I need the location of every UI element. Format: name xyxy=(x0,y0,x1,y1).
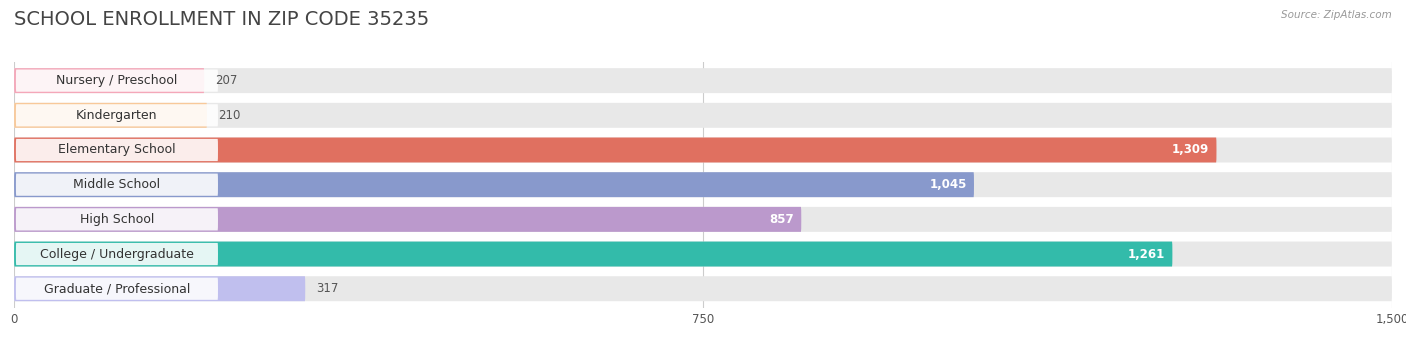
Text: Middle School: Middle School xyxy=(73,178,160,191)
Text: College / Undergraduate: College / Undergraduate xyxy=(39,248,194,261)
Text: High School: High School xyxy=(80,213,155,226)
FancyBboxPatch shape xyxy=(14,172,974,197)
FancyBboxPatch shape xyxy=(14,68,204,93)
FancyBboxPatch shape xyxy=(14,137,1392,162)
FancyBboxPatch shape xyxy=(14,207,1392,232)
Text: Elementary School: Elementary School xyxy=(58,144,176,157)
Text: 1,309: 1,309 xyxy=(1171,144,1209,157)
FancyBboxPatch shape xyxy=(15,278,218,300)
FancyBboxPatch shape xyxy=(14,68,1392,93)
Text: Kindergarten: Kindergarten xyxy=(76,109,157,122)
Text: 210: 210 xyxy=(218,109,240,122)
FancyBboxPatch shape xyxy=(15,243,218,265)
Text: Source: ZipAtlas.com: Source: ZipAtlas.com xyxy=(1281,10,1392,20)
Text: 1,045: 1,045 xyxy=(929,178,967,191)
FancyBboxPatch shape xyxy=(14,241,1392,266)
Text: Graduate / Professional: Graduate / Professional xyxy=(44,282,190,295)
FancyBboxPatch shape xyxy=(14,207,801,232)
Text: Nursery / Preschool: Nursery / Preschool xyxy=(56,74,177,87)
FancyBboxPatch shape xyxy=(15,104,218,127)
FancyBboxPatch shape xyxy=(14,276,305,301)
FancyBboxPatch shape xyxy=(15,69,218,92)
FancyBboxPatch shape xyxy=(14,241,1173,266)
FancyBboxPatch shape xyxy=(14,172,1392,197)
FancyBboxPatch shape xyxy=(14,103,1392,128)
FancyBboxPatch shape xyxy=(15,174,218,196)
Text: SCHOOL ENROLLMENT IN ZIP CODE 35235: SCHOOL ENROLLMENT IN ZIP CODE 35235 xyxy=(14,10,429,29)
FancyBboxPatch shape xyxy=(15,139,218,161)
FancyBboxPatch shape xyxy=(14,137,1216,162)
FancyBboxPatch shape xyxy=(14,103,207,128)
FancyBboxPatch shape xyxy=(14,276,1392,301)
Text: 857: 857 xyxy=(769,213,794,226)
Text: 207: 207 xyxy=(215,74,238,87)
Text: 317: 317 xyxy=(316,282,339,295)
Text: 1,261: 1,261 xyxy=(1128,248,1166,261)
FancyBboxPatch shape xyxy=(15,208,218,231)
